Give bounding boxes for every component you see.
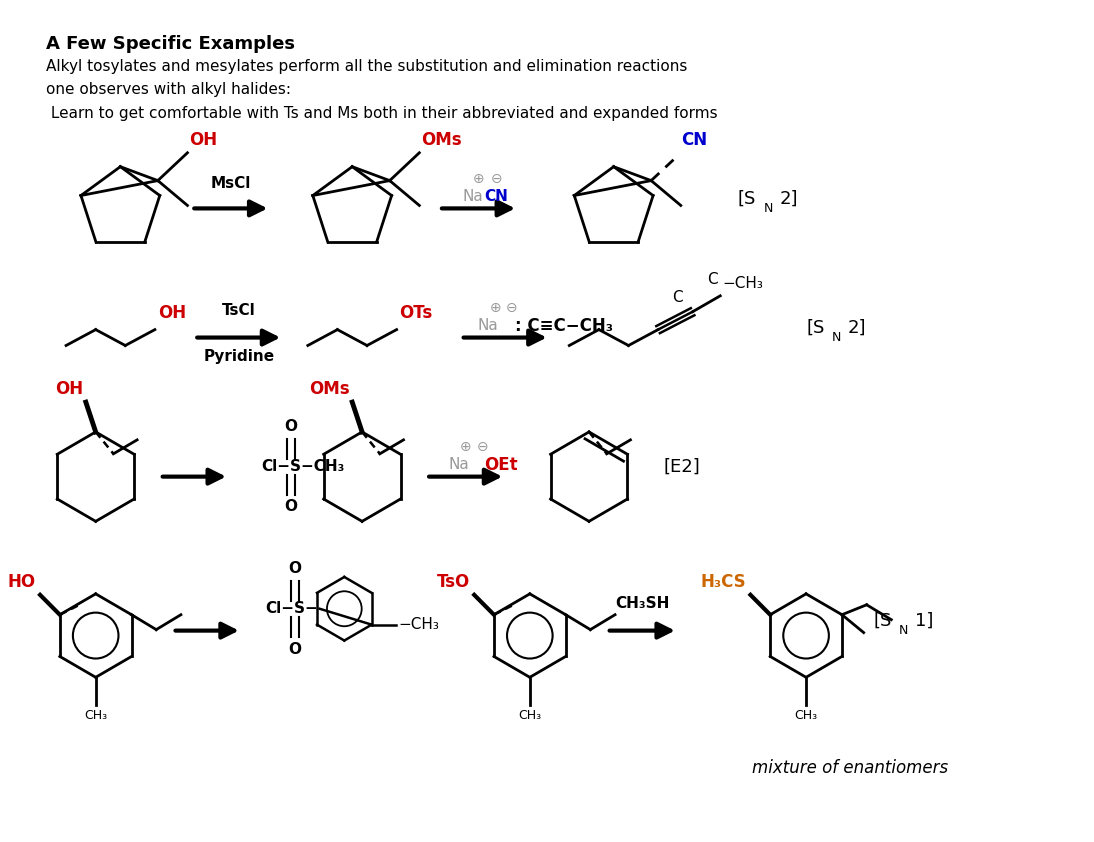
Text: 2]: 2] xyxy=(848,318,866,337)
Text: N: N xyxy=(764,202,773,215)
Text: C: C xyxy=(673,290,683,306)
Text: HO: HO xyxy=(8,573,36,591)
Text: Alkyl tosylates and mesylates perform all the substitution and elimination react: Alkyl tosylates and mesylates perform al… xyxy=(46,60,688,74)
Text: OTs: OTs xyxy=(399,304,433,322)
Text: MsCl: MsCl xyxy=(211,175,251,190)
Text: O: O xyxy=(289,642,302,657)
Text: O: O xyxy=(289,561,302,576)
Text: ⊕: ⊕ xyxy=(473,172,485,185)
Text: OMs: OMs xyxy=(421,131,462,149)
Text: mixture of enantiomers: mixture of enantiomers xyxy=(752,759,947,776)
Text: ⊖: ⊖ xyxy=(490,172,502,185)
Text: Pyridine: Pyridine xyxy=(203,349,275,365)
Text: CH₃: CH₃ xyxy=(794,709,817,722)
Text: OH: OH xyxy=(55,380,83,398)
Text: ⊕: ⊕ xyxy=(459,440,472,454)
Text: [S: [S xyxy=(737,189,755,207)
Text: ⊕: ⊕ xyxy=(489,301,501,315)
Text: ⊖: ⊖ xyxy=(507,301,517,315)
Text: ⊖: ⊖ xyxy=(477,440,488,454)
Text: Na: Na xyxy=(462,189,482,204)
Text: A Few Specific Examples: A Few Specific Examples xyxy=(46,35,295,52)
Text: CN: CN xyxy=(485,189,509,204)
Text: −CH₃: −CH₃ xyxy=(398,617,439,632)
Text: H₃CS: H₃CS xyxy=(701,573,746,591)
Text: Cl−S−: Cl−S− xyxy=(266,601,318,616)
Text: Na: Na xyxy=(478,318,499,333)
Text: CN: CN xyxy=(680,131,707,149)
Text: one observes with alkyl halides:: one observes with alkyl halides: xyxy=(46,83,291,97)
Text: : C≡C−CH₃: : C≡C−CH₃ xyxy=(515,317,613,334)
Text: OEt: OEt xyxy=(485,456,519,474)
Text: C: C xyxy=(707,273,718,287)
Text: CH₃: CH₃ xyxy=(84,709,107,722)
Text: 1]: 1] xyxy=(915,611,933,630)
Text: O: O xyxy=(284,419,298,434)
Text: 2]: 2] xyxy=(779,189,798,207)
Text: TsCl: TsCl xyxy=(222,302,256,317)
Text: OH: OH xyxy=(158,304,186,322)
Text: Na: Na xyxy=(449,457,469,472)
Text: OMs: OMs xyxy=(309,380,349,398)
Text: O: O xyxy=(284,499,298,514)
Text: Cl−S−CH₃: Cl−S−CH₃ xyxy=(261,459,345,474)
Text: [S: [S xyxy=(806,318,825,337)
Text: TsO: TsO xyxy=(437,573,470,591)
Text: CH₃: CH₃ xyxy=(519,709,542,722)
Text: OH: OH xyxy=(189,131,218,149)
Text: −CH₃: −CH₃ xyxy=(722,276,764,290)
Text: N: N xyxy=(831,331,841,344)
Text: [E2]: [E2] xyxy=(663,458,700,476)
Text: CH₃SH: CH₃SH xyxy=(615,596,670,610)
Text: [S: [S xyxy=(873,611,892,630)
Text: N: N xyxy=(899,624,908,637)
Text: Learn to get comfortable with Ts and Ms both in their abbreviated and expanded f: Learn to get comfortable with Ts and Ms … xyxy=(46,106,718,121)
